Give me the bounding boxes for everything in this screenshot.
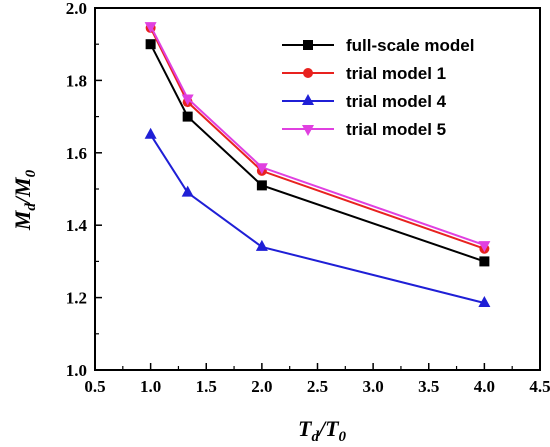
circle-marker — [303, 68, 313, 78]
series-layer — [144, 22, 491, 308]
triangle-down-marker — [478, 241, 491, 253]
legend-label: trial model 5 — [346, 120, 446, 139]
legend-label: full-scale model — [346, 36, 474, 55]
square-marker — [479, 256, 490, 267]
triangle-up-marker — [302, 94, 314, 105]
square-marker — [303, 40, 313, 50]
triangle-up-marker — [144, 127, 157, 139]
plot-frame — [94, 7, 541, 371]
triangle-up-marker — [181, 185, 194, 197]
legend-item: trial model 4 — [282, 92, 447, 111]
x-tick-label: 3.0 — [363, 377, 384, 396]
series-line — [149, 43, 485, 263]
legend-item: trial model 1 — [282, 64, 446, 83]
triangle-down-marker — [255, 163, 268, 175]
square-marker — [182, 111, 193, 122]
triangle-up-marker — [255, 239, 268, 251]
y-tick-label: 1.4 — [66, 216, 88, 235]
x-tick-label: 0.5 — [84, 377, 105, 396]
square-marker — [256, 180, 267, 191]
y-axis-title: Md/M0 — [10, 169, 39, 231]
y-tick-label: 1.8 — [66, 71, 87, 90]
x-tick-label: 4.5 — [529, 377, 550, 396]
series-line — [149, 134, 485, 304]
series-line — [149, 25, 485, 247]
x-tick-label: 4.0 — [474, 377, 495, 396]
legend-item: full-scale model — [282, 36, 474, 55]
y-tick-label: 1.2 — [66, 289, 87, 308]
y-tick-label: 1.6 — [66, 144, 87, 163]
square-marker — [145, 39, 156, 50]
y-tick-label: 2.0 — [66, 0, 87, 18]
series-3 — [144, 127, 491, 308]
series-4 — [144, 22, 491, 253]
x-tick-label: 1.0 — [140, 377, 161, 396]
triangle-down-marker — [302, 125, 314, 136]
series-1 — [145, 39, 490, 267]
legend-item: trial model 5 — [282, 120, 446, 139]
triangle-down-marker — [144, 22, 157, 34]
series-line — [149, 27, 485, 250]
legend: full-scale model trial model 1 trial model… — [282, 36, 474, 139]
triangle-up-marker — [478, 296, 491, 308]
y-tick-label: 1.0 — [66, 361, 87, 380]
legend-label: trial model 4 — [346, 92, 447, 111]
legend-label: trial model 1 — [346, 64, 446, 83]
x-tick-label: 2.0 — [251, 377, 272, 396]
x-tick-label: 3.5 — [418, 377, 439, 396]
x-tick-label: 2.5 — [307, 377, 328, 396]
x-tick-label: 1.5 — [196, 377, 217, 396]
triangle-down-marker — [181, 94, 194, 106]
axes-layer: 0.5 1.0 1.5 2.0 2.5 3.0 3.5 4.0 4.51.01.21.41.61… — [66, 0, 550, 396]
x-axis-title: Td/T0 — [298, 416, 347, 445]
